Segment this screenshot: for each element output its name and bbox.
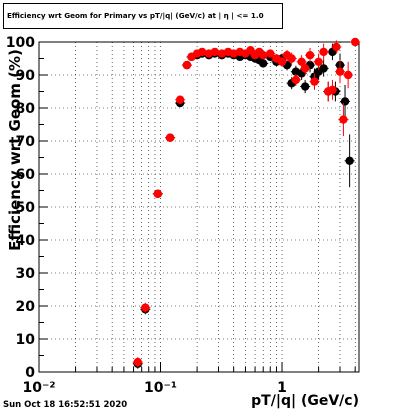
series-1 [132,37,361,368]
y-tick-label: 100 [6,35,35,51]
data-point [319,47,328,57]
data-point [287,54,296,63]
data-point [332,42,341,52]
data-point [175,95,185,104]
data-point [300,64,310,73]
data-point [328,85,337,95]
data-point [277,57,287,66]
y-tick-label: 20 [16,299,36,315]
timestamp: Sun Oct 18 16:52:51 2020 [3,400,128,410]
data-point [210,47,220,57]
data-point [141,303,150,312]
data-point [291,75,301,85]
data-point [182,60,192,70]
x-tick-label: 1 [277,380,287,396]
data-point [339,115,348,124]
data-point [297,57,306,66]
y-tick-label: 10 [16,332,36,348]
data-point [343,70,353,80]
y-tick-label: 30 [16,266,36,282]
x-tick-label: 10⁻² [22,380,55,396]
y-tick-label: 60 [16,167,36,183]
x-tick-label: 10⁻¹ [144,380,177,396]
x-axis-label: pT/|q| (GeV/c) [251,393,359,409]
data-series [132,37,361,369]
data-point [259,51,268,60]
y-tick-label: 0 [25,365,35,381]
y-axis-label: Efficiency wrt Geom (%) [6,49,24,251]
y-tick-label: 50 [16,200,36,216]
chart-title: Efficiency wrt Geom for Primary vs pT/|q… [3,3,283,29]
y-tick-label: 90 [16,68,36,84]
grid-lines [39,42,359,372]
axes: 0 10 20 30 40 50 60 70 80 90 100 10⁻² 10⁻¹ 1 [6,35,360,396]
data-point [305,51,315,60]
data-point [319,64,328,73]
data-point [153,189,163,198]
data-point [310,77,319,86]
y-tick-label: 40 [16,233,36,249]
y-tick-label: 70 [16,134,36,150]
data-point [133,357,142,367]
data-point [314,57,323,66]
data-point [266,49,275,58]
data-point [350,37,360,47]
data-point [300,82,310,91]
data-point [345,156,354,165]
data-point [340,97,350,106]
y-tick-label: 80 [16,101,36,117]
data-point [335,67,345,76]
data-point [259,59,268,68]
series-0 [132,43,355,369]
data-point [165,133,175,142]
